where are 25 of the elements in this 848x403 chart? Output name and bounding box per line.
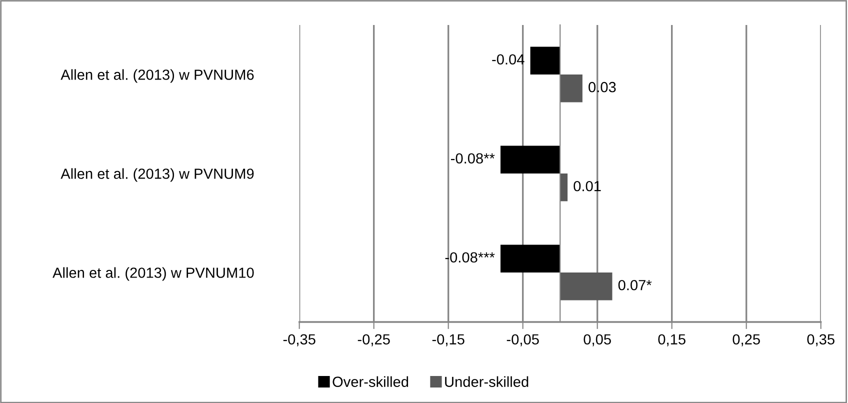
x-tick-label: -0,25 bbox=[358, 334, 390, 346]
y-tick-label: Allen et al. (2013) w PVNUM10 bbox=[52, 267, 254, 281]
y-tick-label: Allen et al. (2013) w PVNUM6 bbox=[60, 69, 254, 83]
bar bbox=[560, 74, 582, 102]
x-tick-label: -0,05 bbox=[506, 334, 539, 346]
bar bbox=[560, 173, 568, 202]
x-tick-label: -0,15 bbox=[432, 334, 464, 346]
x-tick-label: 0,35 bbox=[807, 334, 834, 346]
data-label: -0.08*** bbox=[445, 252, 495, 263]
bar bbox=[500, 244, 560, 272]
y-tick-label: Allen et al. (2013) w PVNUM9 bbox=[60, 168, 254, 182]
bar bbox=[500, 146, 560, 174]
data-label: 0.01 bbox=[574, 180, 601, 192]
x-tick-label: 0,25 bbox=[732, 334, 760, 346]
bar bbox=[530, 46, 560, 74]
x-tick-label: -0,35 bbox=[283, 334, 316, 346]
legend-label: Under-skilled bbox=[445, 376, 528, 387]
data-label: 0.07* bbox=[618, 280, 652, 290]
x-tick-label: 0,15 bbox=[658, 334, 686, 346]
data-label: -0.08** bbox=[451, 153, 495, 164]
x-tick-label: 0,05 bbox=[584, 334, 611, 346]
data-label: -0.04 bbox=[492, 54, 524, 65]
bar bbox=[560, 272, 612, 300]
data-label: 0.03 bbox=[588, 82, 616, 92]
legend-label: Over-skilled bbox=[332, 376, 408, 387]
